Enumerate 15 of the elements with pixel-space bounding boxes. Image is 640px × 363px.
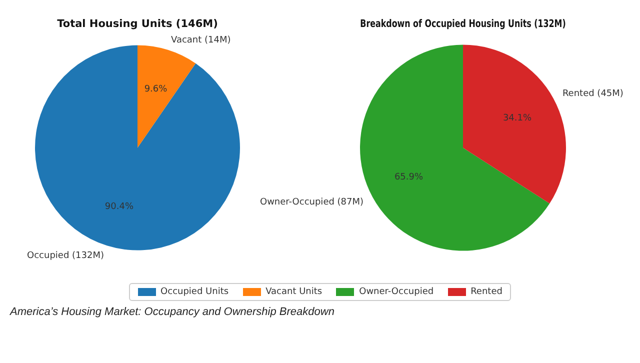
chart-title: Total Housing Units (146M) — [57, 18, 218, 30]
data-label: 90.4% — [104, 202, 134, 212]
data-label: 65.9% — [394, 172, 424, 183]
legend-label: Vacant Units — [266, 287, 322, 297]
text: Occupied (132M) — [27, 250, 104, 261]
text: Owner-Occupied (87M) — [260, 197, 364, 208]
text: Rented (45M) — [562, 88, 624, 99]
data-label: 9.6% — [144, 84, 168, 94]
chart-title: Breakdown of Occupied Housing Units (132M) — [360, 18, 566, 30]
text: America’s Housing Market: Occupancy and Ownership Breakdown — [10, 306, 334, 318]
data-label: 34.1% — [502, 114, 532, 124]
legend-label: Rented — [470, 287, 502, 297]
legend-label: Owner-Occupied — [359, 287, 434, 297]
legend-label: Occupied Units — [160, 287, 229, 297]
text: Vacant (14M) — [170, 35, 231, 46]
